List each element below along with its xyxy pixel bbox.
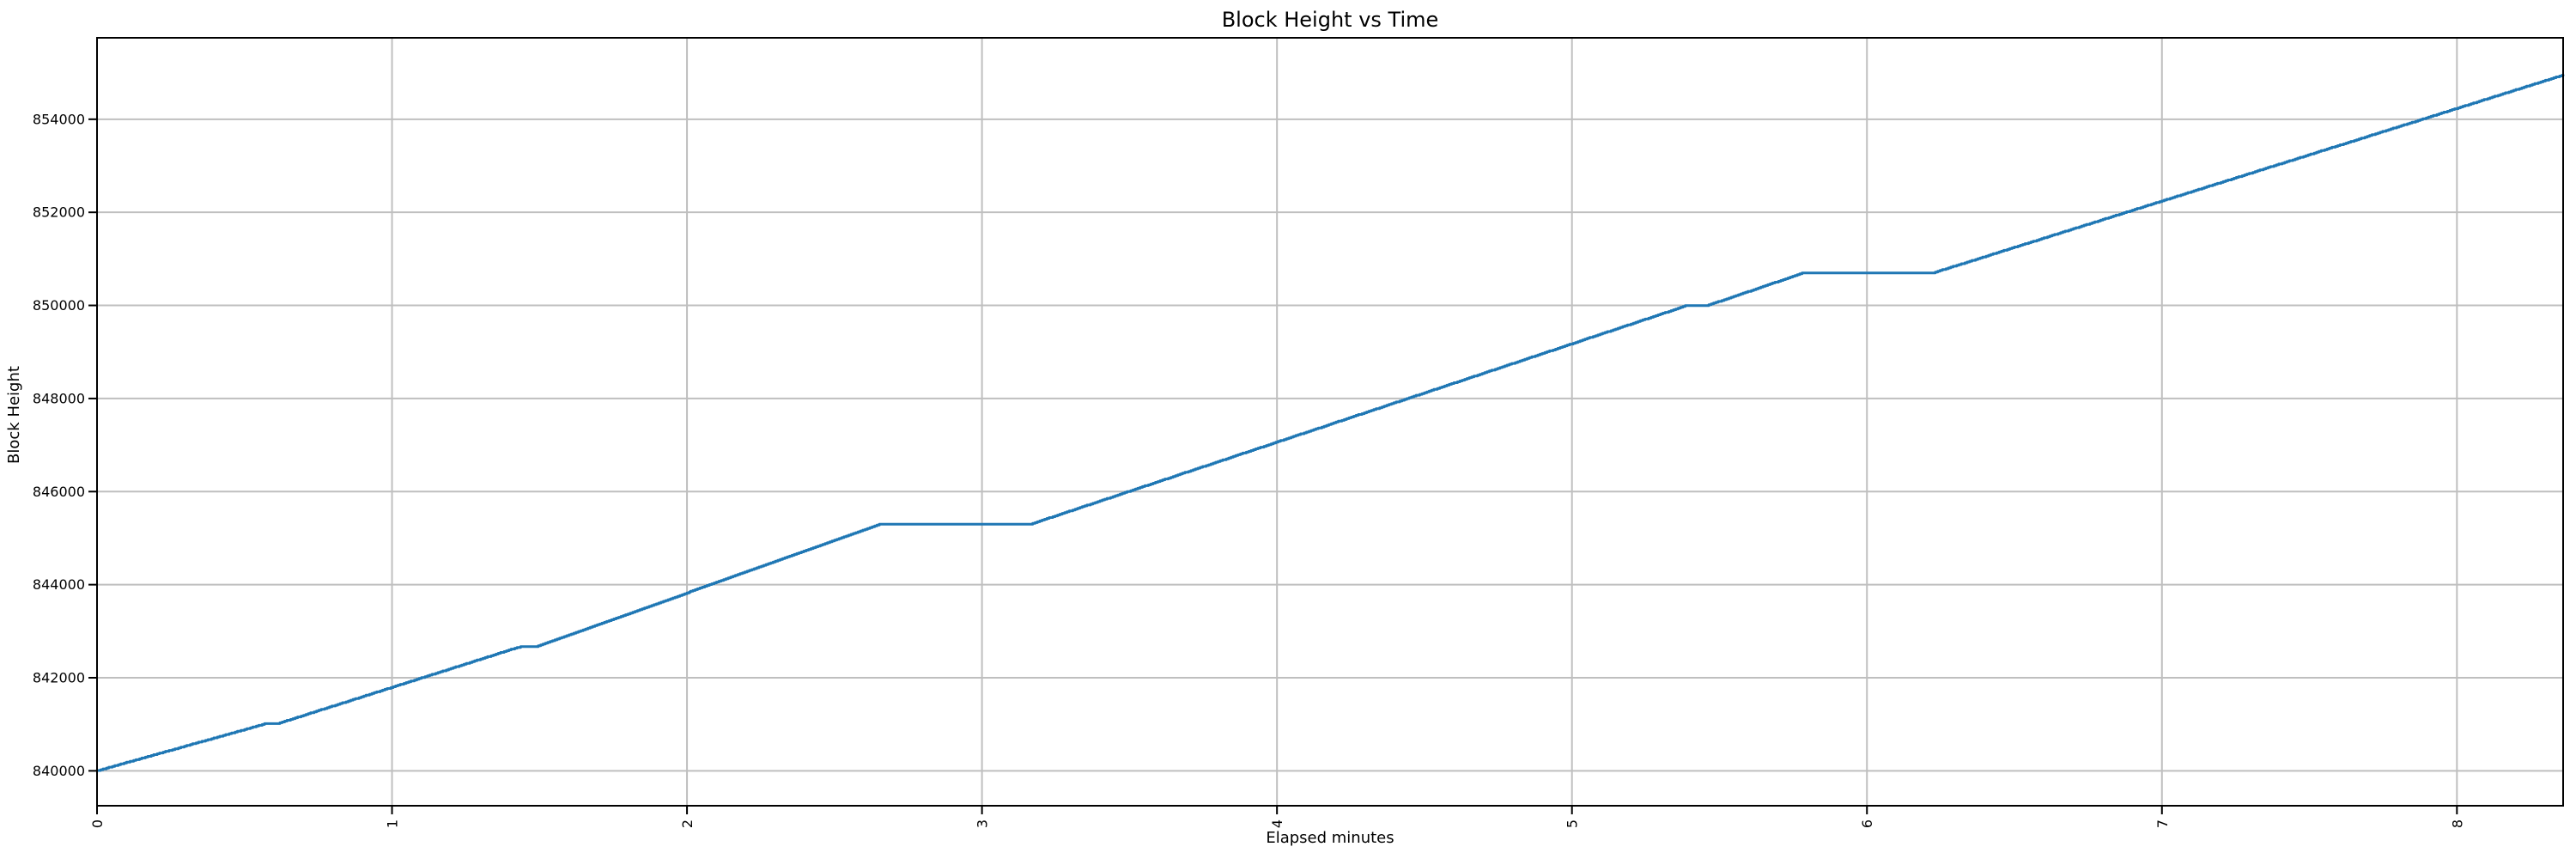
y-tick-label: 850000 <box>33 297 85 314</box>
x-tick-label: 3 <box>975 819 991 828</box>
x-axis-label: Elapsed minutes <box>1266 829 1394 847</box>
data-series <box>95 74 2565 772</box>
x-tick-label: 5 <box>1564 819 1581 828</box>
y-tick-label: 852000 <box>33 204 85 221</box>
x-tick-label: 8 <box>2449 819 2465 828</box>
x-tick-label: 1 <box>385 819 401 828</box>
y-tick-label: 848000 <box>33 390 85 406</box>
x-tick-label: 6 <box>1859 819 1875 828</box>
x-tick-label: 4 <box>1269 819 1285 828</box>
x-tick-label: 0 <box>89 819 106 828</box>
chart-title: Block Height vs Time <box>1222 8 1439 32</box>
y-tick-label: 846000 <box>33 484 85 500</box>
x-tick-label: 7 <box>2154 819 2171 828</box>
y-tick-label: 840000 <box>33 763 85 779</box>
tick-labels: 0 1 2 3 4 5 6 7 8 840000 842000 844000 846000 848000 8… <box>33 111 2465 828</box>
y-tick-label: 854000 <box>33 111 85 127</box>
y-tick-label: 844000 <box>33 576 85 593</box>
y-axis-label: Block Height <box>5 366 23 464</box>
x-tick-label: 2 <box>679 819 696 828</box>
y-tick-label: 842000 <box>33 670 85 686</box>
plot-border <box>96 37 2564 807</box>
gridlines <box>96 38 2563 806</box>
block-height-line <box>95 74 2565 772</box>
axes <box>88 37 2564 814</box>
